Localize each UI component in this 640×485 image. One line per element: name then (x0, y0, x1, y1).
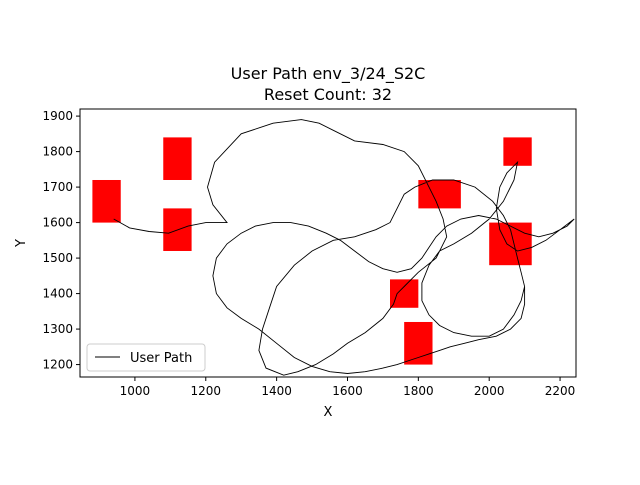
obstacle-5 (503, 137, 532, 166)
y-tick-label: 1300 (42, 322, 73, 336)
y-axis: 1200 1300 1400 1500 1600 1700 1800 1900 (42, 109, 80, 372)
y-tick-label: 1500 (42, 251, 73, 265)
y-tick-label: 1700 (42, 180, 73, 194)
y-tick-label: 1400 (42, 287, 73, 301)
x-tick-label: 1600 (332, 384, 363, 398)
x-tick-label: 1400 (261, 384, 292, 398)
obstacle-1 (92, 179, 121, 223)
obstacle-2 (163, 137, 192, 180)
y-tick-label: 1600 (42, 216, 73, 230)
path-layer (113, 119, 575, 376)
x-tick-label: 2200 (545, 384, 576, 398)
obstacle-4 (418, 179, 461, 209)
x-axis: 1000 1200 1400 1600 1800 2000 2200 (120, 377, 576, 398)
legend: User Path (86, 343, 206, 372)
x-tick-label: 1200 (190, 384, 221, 398)
obstacles-layer (92, 137, 532, 365)
x-tick-label: 1000 (120, 384, 151, 398)
obstacle-8 (404, 321, 433, 365)
plot-frame (79, 108, 577, 378)
user-path-line (113, 119, 575, 376)
legend-label: User Path (130, 351, 192, 366)
chart-title: User Path env_3/24_S2C (231, 64, 426, 84)
y-axis-label: Y (14, 239, 29, 248)
x-tick-label: 1800 (403, 384, 434, 398)
legend-box (86, 343, 206, 372)
obstacle-7 (390, 279, 419, 308)
y-tick-label: 1900 (42, 109, 73, 123)
y-tick-label: 1800 (42, 145, 73, 159)
chart-subtitle: Reset Count: 32 (264, 85, 392, 104)
x-axis-label: X (324, 405, 333, 420)
y-tick-label: 1200 (42, 358, 73, 372)
x-tick-label: 2000 (474, 384, 505, 398)
